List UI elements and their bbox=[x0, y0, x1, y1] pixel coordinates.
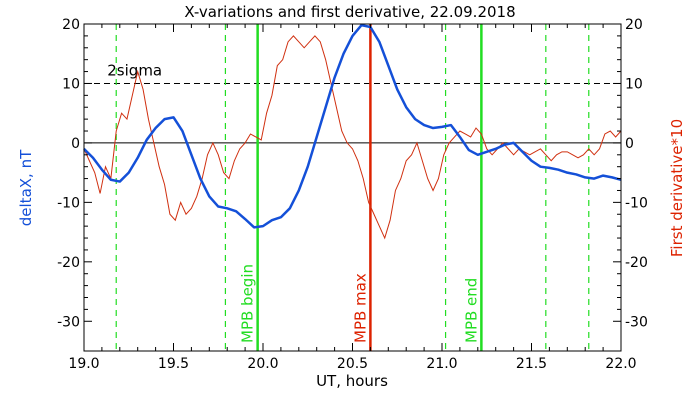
y-tick-label-right: -20 bbox=[625, 255, 648, 271]
deltax-series-line bbox=[83, 23, 622, 229]
y-tick-label-left: 0 bbox=[71, 136, 80, 152]
y-tick-label-left: 20 bbox=[62, 17, 80, 33]
x-tick-label: 20.5 bbox=[337, 356, 368, 372]
x-tick-label: 20.0 bbox=[247, 356, 278, 372]
x-tick-label: 19.5 bbox=[158, 356, 189, 372]
y-tick-label-right: -30 bbox=[625, 314, 648, 330]
mpb-begin-label: MPB begin bbox=[239, 264, 257, 343]
y-tick-label-right: 0 bbox=[625, 136, 634, 152]
y-axis-label-left: deltaX, nT bbox=[17, 149, 35, 226]
two-sigma-label: 2sigma bbox=[107, 61, 162, 79]
y-tick-label-left: -20 bbox=[57, 255, 80, 271]
derivative-series-line bbox=[83, 35, 622, 240]
y-tick-label-right: -10 bbox=[625, 195, 648, 211]
y-tick-label-right: 10 bbox=[625, 76, 643, 92]
y-tick-label-left: -10 bbox=[57, 195, 80, 211]
axes: 19.0 19.5 20.0 20.5 21.0 21.5 22.0 20 20 10 10 0 0 -1… bbox=[57, 17, 648, 372]
x-tick-label: 19.0 bbox=[68, 356, 99, 372]
mpb-end-label: MPB end bbox=[462, 278, 480, 343]
x-tick-label: 21.5 bbox=[516, 356, 547, 372]
x-tick-label: 21.0 bbox=[426, 356, 457, 372]
y-tick-label-right: 20 bbox=[625, 17, 643, 33]
y-tick-label-left: 10 bbox=[62, 76, 80, 92]
y-tick-label-left: -30 bbox=[57, 314, 80, 330]
x-axis-label: UT, hours bbox=[316, 372, 388, 390]
mpb-max-label: MPB max bbox=[351, 273, 369, 343]
plot-area: 2sigma MPB begin MPB max MPB end bbox=[83, 23, 622, 351]
x-tick-label: 22.0 bbox=[605, 356, 636, 372]
chart-title: X-variations and first derivative, 22.09… bbox=[184, 3, 515, 21]
y-axis-label-right: First derivative*10 bbox=[668, 119, 686, 257]
